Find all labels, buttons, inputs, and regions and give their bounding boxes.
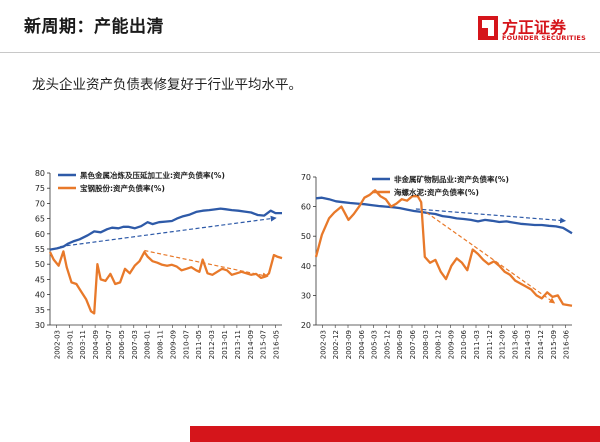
x-tick-label: 2008-12 [435, 330, 443, 359]
x-tick-label: 2009-09 [447, 330, 455, 359]
x-tick-label: 2007-06 [409, 329, 417, 359]
x-tick-label: 2008-11 [157, 330, 165, 359]
y-tick-label: 45 [35, 275, 45, 284]
x-tick-label: 2014-09 [247, 330, 255, 359]
legend-label: 非金属矿物制品业:资产负债率(%) [394, 174, 509, 184]
series-line-2 [48, 250, 283, 315]
x-tick-label: 2010-07 [182, 330, 190, 359]
x-tick-label: 2014-03 [524, 330, 532, 359]
legend-label: 黑色金属冶炼及压延加工业:资产负债率(%) [80, 170, 225, 180]
x-tick-label: 2003-01 [66, 330, 74, 359]
x-tick-label: 2006-09 [396, 330, 404, 359]
x-tick-label: 2004-06 [358, 329, 366, 359]
y-tick-label: 60 [301, 203, 311, 212]
x-tick-label: 2010-06 [460, 329, 468, 359]
x-tick-label: 2005-12 [383, 330, 391, 359]
y-tick-label: 30 [301, 291, 311, 300]
x-tick-label: 2003-11 [79, 330, 87, 359]
y-tick-label: 50 [301, 232, 311, 241]
y-tick-label: 65 [35, 215, 45, 224]
series-line-2 [314, 189, 573, 307]
x-tick-label: 2007-03 [131, 330, 139, 359]
x-tick-label: 2012-03 [208, 330, 216, 359]
x-tick-label: 2006-05 [118, 330, 126, 359]
series-line-1 [49, 207, 282, 251]
y-tick-label: 20 [301, 321, 311, 330]
header-divider [0, 52, 600, 53]
trend-arrow-1 [415, 208, 567, 224]
y-tick-label: 75 [35, 184, 45, 193]
y-tick-label: 35 [35, 306, 45, 315]
x-tick-label: 2008-03 [422, 330, 430, 359]
x-tick-label: 2011-05 [195, 330, 203, 359]
legend-label: 宝钢股份:资产负债率(%) [80, 183, 165, 193]
y-tick-label: 40 [35, 291, 45, 300]
chart-nonmetal-debt-ratio: 20 30 40 50 60 70 2002-03 2002-12 2003-09 2004-06… [301, 173, 573, 359]
logo-text-cn: 方正证券 [502, 18, 567, 37]
x-tick-label: 2011-03 [473, 330, 481, 359]
y-tick-label: 60 [35, 230, 45, 239]
logo-mark-icon [478, 16, 498, 40]
x-tick-label: 2008-01 [144, 330, 152, 359]
x-tick-label: 2005-07 [105, 330, 113, 359]
x-tick-label: 2013-11 [234, 330, 242, 359]
x-tick-label: 2015-09 [550, 330, 558, 359]
x-tick-label: 2002-03 [319, 330, 327, 359]
x-tick-label: 2016-05 [273, 330, 281, 359]
trend-arrow-2 [144, 249, 269, 279]
x-tick-label: 2014-12 [537, 330, 545, 359]
y-tick-label: 70 [35, 199, 45, 208]
trend-arrow-1 [60, 215, 277, 248]
y-tick-label: 70 [301, 173, 311, 182]
chart-steel-debt-ratio: 30 35 40 45 50 55 60 65 70 75 80 2002-03 2003-01 2003… [35, 169, 283, 359]
x-tick-label: 2012-09 [499, 330, 507, 359]
x-tick-label: 2016-06 [563, 329, 571, 359]
series-line-1 [315, 196, 573, 235]
x-tick-label: 2009-09 [169, 330, 177, 359]
founder-securities-logo: 方正证券 FOUNDER SECURITIES [478, 14, 588, 48]
x-tick-label: 2002-03 [53, 330, 61, 359]
footer-bar [190, 426, 600, 442]
trend-arrow-2 [426, 212, 556, 304]
y-tick-label: 80 [35, 169, 45, 178]
page-title: 新周期：产能出清 [24, 17, 164, 37]
logo-text-en: FOUNDER SECURITIES [502, 34, 586, 42]
x-tick-label: 2003-09 [345, 330, 353, 359]
x-tick-label: 2013-06 [511, 329, 519, 359]
y-tick-label: 55 [35, 245, 45, 254]
x-tick-label: 2002-12 [332, 330, 340, 359]
x-tick-label: 2013-01 [221, 330, 229, 359]
x-tick-label: 2005-03 [371, 330, 379, 359]
y-tick-label: 40 [301, 262, 311, 271]
x-tick-label: 2011-12 [486, 330, 494, 359]
legend-label: 海螺水泥:资产负债率(%) [394, 187, 479, 197]
x-tick-label: 2015-07 [260, 330, 268, 359]
slide-subtitle: 龙头企业资产负债表修复好于行业平均水平。 [32, 77, 302, 93]
x-tick-label: 2004-09 [92, 330, 100, 359]
y-tick-label: 30 [35, 321, 45, 330]
y-tick-label: 50 [35, 260, 45, 269]
